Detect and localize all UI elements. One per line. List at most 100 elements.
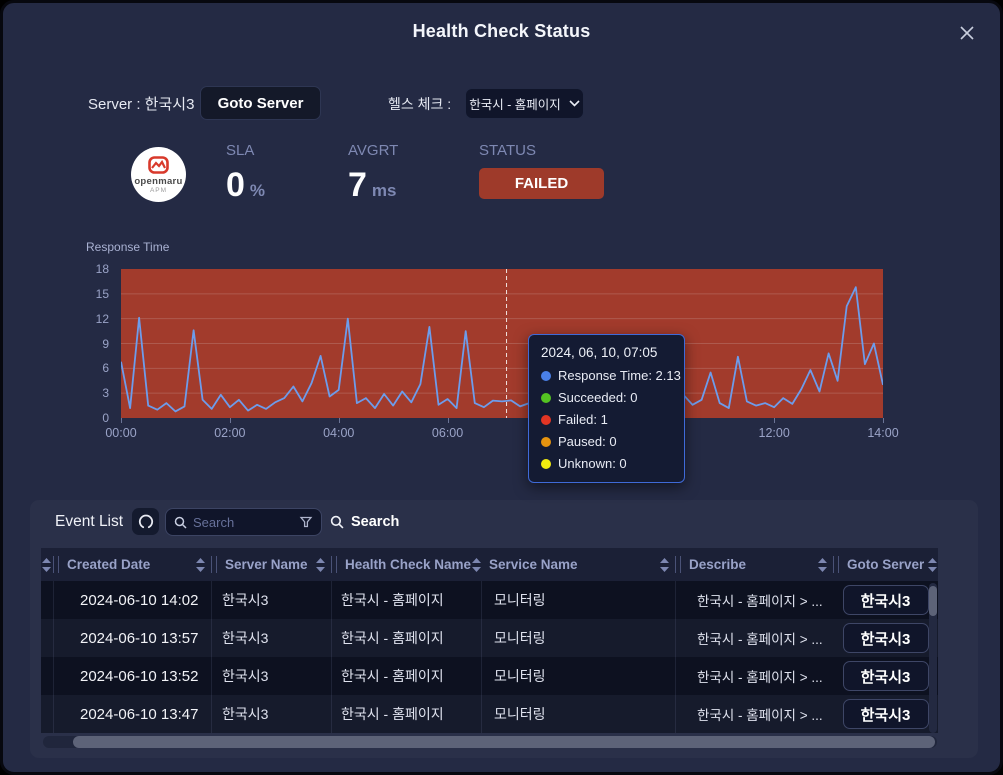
header-service-name[interactable]: Service Name	[481, 548, 675, 581]
sort-icon	[472, 557, 481, 572]
table-cell: 한국시3	[211, 657, 331, 695]
avgrt-unit: ms	[371, 181, 397, 200]
table-cell: 모니터링	[481, 657, 675, 695]
goto-server-button[interactable]: Goto Server	[200, 86, 321, 120]
table-cell: 한국시 - 홈페이지 > ...	[675, 695, 833, 733]
table-cell: 한국시 - 홈페이지	[331, 581, 481, 619]
x-axis-tick-label: 14:00	[867, 426, 899, 440]
vertical-scrollbar[interactable]	[929, 583, 937, 733]
table-cell: 모니터링	[481, 581, 675, 619]
logo-sub-text: APM	[149, 186, 168, 194]
table-cell: 한국시 - 홈페이지	[331, 695, 481, 733]
tooltip-row: Failed: 1	[541, 412, 672, 427]
header-server-name[interactable]: Server Name	[211, 548, 331, 581]
search-box	[165, 508, 322, 536]
table-cell-goto: 한국시3	[833, 695, 938, 733]
page-title: Health Check Status	[412, 21, 591, 41]
tooltip-row-text: Response Time: 2.13	[558, 368, 681, 383]
column-divider	[833, 556, 839, 573]
row-goto-server-button[interactable]: 한국시3	[842, 585, 929, 615]
tooltip-row-text: Paused: 0	[558, 434, 617, 449]
table-row: 2024-06-10 13:52 한국시3 한국시 - 홈페이지 모니터링 한국시 - …	[41, 657, 938, 695]
tooltip-row-text: Failed: 1	[558, 412, 608, 427]
chart-tooltip: 2024, 06, 10, 07:05 Response Time: 2.13 S…	[528, 334, 685, 483]
table-row: 2024-06-10 13:57 한국시3 한국시 - 홈페이지 모니터링 한국시 - …	[41, 619, 938, 657]
tooltip-row: Response Time: 2.13	[541, 368, 681, 383]
x-axis-tick-mark	[447, 418, 449, 423]
x-axis-tick-mark	[774, 418, 776, 423]
header-goto-server[interactable]: Goto Server	[833, 548, 938, 581]
x-axis-tick-label: 00:00	[105, 426, 137, 440]
response-time-chart[interactable]	[121, 269, 883, 418]
openmaru-logo-icon	[148, 155, 169, 174]
event-table-header: Created Date Server Name Health Check Na…	[41, 548, 938, 581]
search-button[interactable]: Search	[330, 509, 399, 535]
table-cell: 2024-06-10 13:52	[53, 657, 211, 695]
row-goto-server-button[interactable]: 한국시3	[842, 623, 929, 653]
sla-value: 0	[226, 166, 245, 204]
table-cell: 한국시3	[211, 581, 331, 619]
sla-unit: %	[249, 181, 266, 200]
health-check-select[interactable]: 한국시 - 홈페이지	[465, 88, 584, 119]
y-axis-tick-label: 12	[95, 311, 109, 326]
close-icon[interactable]	[954, 20, 980, 46]
table-cell-goto: 한국시3	[833, 657, 938, 695]
tooltip-series-dot-icon	[541, 414, 551, 425]
tooltip-series-dot-icon	[541, 392, 551, 403]
table-cell: 한국시 - 홈페이지 > ...	[675, 619, 833, 657]
tooltip-row: Unknown: 0	[541, 456, 672, 471]
search-input[interactable]	[193, 514, 293, 530]
search-icon	[174, 516, 187, 529]
titlebar: Health Check Status	[3, 3, 1000, 61]
table-cell: 2024-06-10 14:02	[53, 581, 211, 619]
row-goto-server-button[interactable]: 한국시3	[842, 699, 929, 729]
x-axis-tick-mark	[338, 418, 340, 423]
table-cell: 한국시 - 홈페이지 > ...	[675, 657, 833, 695]
x-axis-tick-mark	[121, 418, 122, 423]
tooltip-series-dot-icon	[541, 370, 551, 381]
stat-status: STATUS FAILED	[479, 142, 604, 199]
chart-y-axis: 0 3 6 9 12 15 18	[73, 262, 115, 425]
header-describe[interactable]: Describe	[675, 548, 833, 581]
sort-icon	[42, 557, 51, 572]
header-health-check-name[interactable]: Health Check Name	[331, 548, 481, 581]
table-cell	[41, 657, 53, 695]
column-divider	[211, 556, 217, 573]
sort-icon	[928, 557, 937, 572]
chevron-down-icon	[569, 100, 580, 107]
x-axis-tick-label: 06:00	[431, 426, 464, 440]
x-axis-tick-label: 04:00	[323, 426, 355, 440]
vertical-scrollbar-thumb[interactable]	[929, 586, 937, 616]
health-check-selected-value: 한국시 - 홈페이지	[469, 98, 561, 112]
table-cell: 한국시 - 홈페이지	[331, 619, 481, 657]
status-badge: FAILED	[479, 168, 604, 199]
x-axis-tick-label: 12:00	[758, 426, 790, 440]
table-cell: 한국시3	[211, 619, 331, 657]
header-created-date[interactable]: Created Date	[53, 548, 211, 581]
refresh-button[interactable]	[132, 508, 159, 535]
horizontal-scrollbar-thumb[interactable]	[73, 736, 935, 748]
x-axis-tick-mark	[883, 418, 884, 423]
table-cell: 모니터링	[481, 695, 675, 733]
avgrt-value: 7	[348, 166, 367, 204]
sort-icon	[196, 557, 205, 572]
search-button-icon	[330, 515, 344, 529]
sort-icon	[818, 557, 827, 572]
header-col-clipped[interactable]	[41, 548, 53, 581]
filter-funnel-icon[interactable]	[299, 515, 313, 529]
row-goto-server-button[interactable]: 한국시3	[842, 661, 929, 691]
event-table-body: 2024-06-10 14:02 한국시3 한국시 - 홈페이지 모니터링 한국시 - …	[41, 581, 938, 733]
event-list-title: Event List	[55, 513, 124, 530]
table-cell-goto: 한국시3	[833, 581, 938, 619]
openmaru-apm-logo: openmaru APM	[131, 147, 186, 202]
table-cell	[41, 695, 53, 733]
y-axis-tick-label: 0	[102, 411, 109, 425]
avgrt-label: AVGRT	[348, 142, 399, 159]
column-divider	[53, 556, 59, 573]
horizontal-scrollbar[interactable]	[43, 736, 937, 748]
tooltip-row: Succeeded: 0	[541, 390, 672, 405]
table-row: 2024-06-10 14:02 한국시3 한국시 - 홈페이지 모니터링 한국시 - …	[41, 581, 938, 619]
health-check-label: 헬스 체크 :	[388, 96, 452, 112]
tooltip-row-text: Succeeded: 0	[558, 390, 638, 405]
